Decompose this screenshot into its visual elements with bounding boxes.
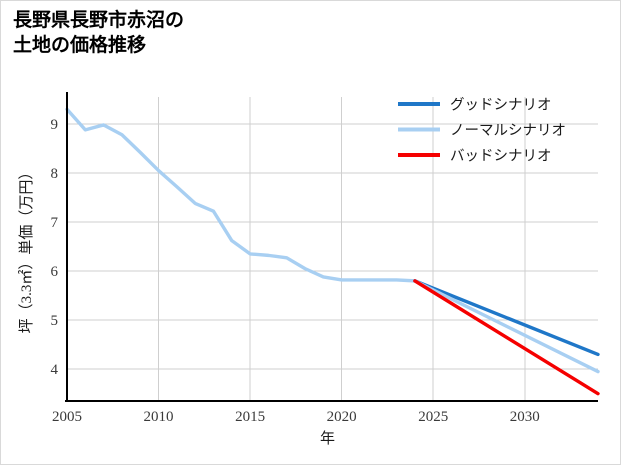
legend-label: ノーマルシナリオ (450, 123, 566, 139)
series-line (413, 279, 600, 374)
series-line (413, 279, 600, 396)
legend-label: バッドシナリオ (450, 149, 552, 165)
chart-title: 長野県長野市赤沼の 土地の価格推移 (13, 9, 184, 58)
x-tick-label: 2015 (235, 409, 265, 425)
x-tick-label: 2010 (144, 409, 174, 425)
y-tick-label: 5 (51, 313, 59, 329)
x-tick-label: 2020 (327, 409, 357, 425)
x-tick-label: 2030 (510, 409, 540, 425)
chart-title-line2: 土地の価格推移 (13, 34, 147, 56)
y-tick-label: 7 (51, 215, 59, 231)
series-line (413, 279, 600, 357)
y-tick-label: 4 (51, 362, 59, 378)
x-tick-label: 2025 (418, 409, 448, 425)
legend-label: グッドシナリオ (450, 97, 552, 114)
y-axis-title: 坪（3.3㎡）単価（万円） (18, 165, 35, 334)
x-axis-title: 年 (320, 430, 335, 447)
series-line (65, 107, 417, 283)
x-tick-label: 2005 (52, 409, 82, 425)
y-tick-label: 8 (51, 166, 59, 182)
chart-title-line1: 長野県長野市赤沼の (13, 10, 185, 31)
y-tick-label: 9 (51, 117, 59, 133)
y-tick-label: 6 (51, 264, 59, 280)
